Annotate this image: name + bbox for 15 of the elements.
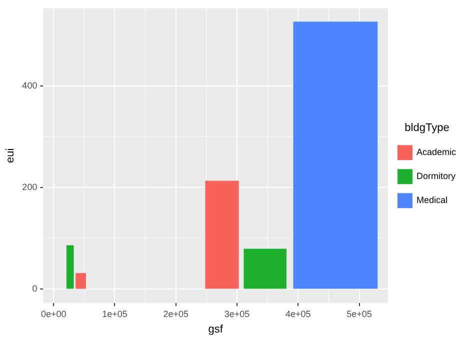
x-tick-label: 1e+05: [102, 308, 128, 319]
x-tick-label: 4e+05: [285, 308, 311, 319]
y-axis-title: eui: [4, 148, 17, 164]
y-tick-label: 0: [32, 283, 38, 294]
legend-label: Academic: [416, 147, 456, 158]
y-tick-label: 400: [22, 80, 38, 90]
legend-title: bldgType: [404, 122, 450, 134]
y-tick-label: 200: [22, 182, 38, 192]
x-tick-label: 3e+05: [224, 308, 250, 319]
x-tick-label: 2e+05: [163, 308, 189, 319]
legend-label: Dormitory: [416, 171, 456, 182]
x-tick-label: 5e+05: [346, 308, 372, 319]
legend-label: Medical: [416, 195, 448, 206]
x-axis-title: gsf: [208, 323, 224, 336]
x-tick-label: 0e+00: [40, 308, 66, 319]
